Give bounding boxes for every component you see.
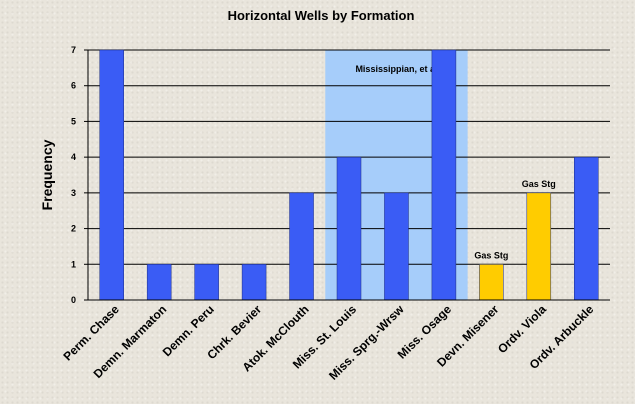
- bar-devn-misener: [479, 264, 504, 301]
- y-tick-label: 0: [71, 295, 76, 305]
- y-tick-label: 5: [71, 116, 76, 126]
- bars-layer: [99, 49, 599, 301]
- annotation-ordv-viola: Gas Stg: [522, 179, 556, 189]
- bar-perm-chase: [99, 49, 124, 301]
- bar-demn-marmaton: [146, 264, 172, 301]
- bar-miss-osage: [431, 49, 457, 301]
- highlight-region-label: Mississippian, et al: [355, 64, 437, 74]
- y-tick-label: 1: [71, 259, 76, 269]
- y-tick-label: 7: [71, 45, 76, 55]
- gridlines: [88, 49, 610, 265]
- y-tick-labels: 0 1 2 3 4 5 6 7: [71, 45, 88, 305]
- bar-miss-sprg-wrsw: [384, 192, 409, 301]
- bar-demn-peru: [194, 264, 219, 301]
- y-axis-label: Frequency: [39, 139, 55, 210]
- bar-miss-st-louis: [336, 156, 362, 301]
- y-tick-label: 2: [71, 224, 76, 234]
- y-tick-label: 6: [71, 81, 76, 91]
- annotations: Gas Stg Gas Stg: [474, 179, 555, 260]
- annotation-devn-misener: Gas Stg: [474, 250, 508, 260]
- bar-ordv-arbuckle: [574, 156, 599, 301]
- bar-atok-mcclouth: [289, 192, 314, 301]
- axes: [87, 50, 610, 301]
- bar-ordv-viola: [526, 192, 552, 301]
- bar-chrk-bevier: [241, 264, 267, 301]
- chart-title: Horizontal Wells by Formation: [228, 8, 415, 23]
- y-tick-label: 3: [71, 188, 76, 198]
- y-tick-label: 4: [71, 152, 76, 162]
